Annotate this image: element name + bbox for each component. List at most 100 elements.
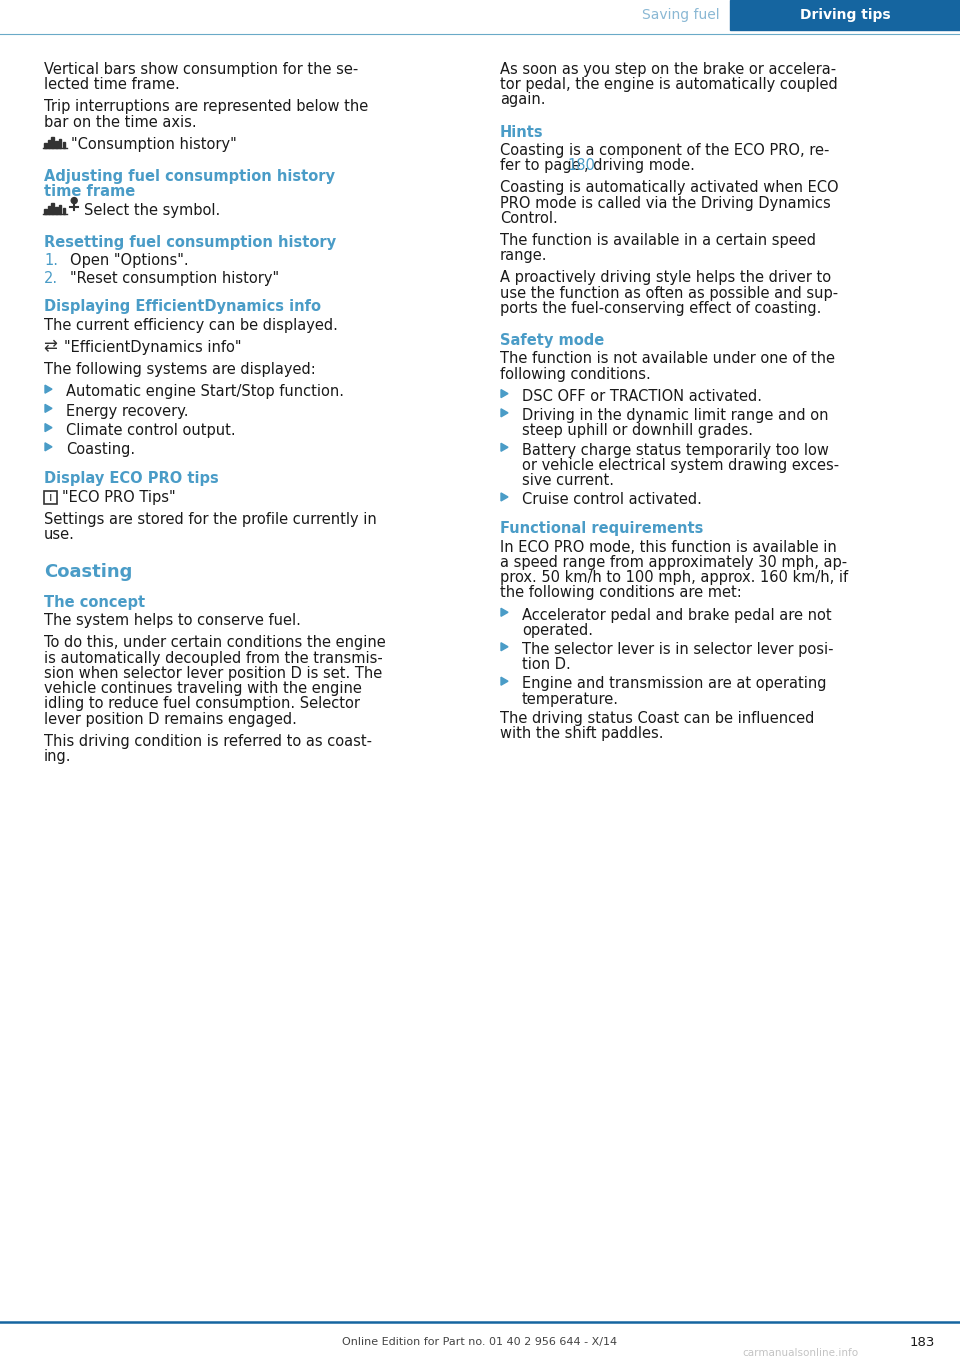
Text: sive current.: sive current. [522, 473, 614, 488]
Text: use.: use. [44, 527, 75, 542]
Polygon shape [45, 385, 52, 394]
Bar [59, 139, 61, 148]
Polygon shape [501, 677, 508, 685]
Text: is automatically decoupled from the transmis-: is automatically decoupled from the tran… [44, 651, 383, 666]
Polygon shape [45, 424, 52, 432]
Text: "EfficientDynamics info": "EfficientDynamics info" [64, 340, 242, 355]
Text: Cruise control activated.: Cruise control activated. [522, 492, 702, 507]
Polygon shape [501, 443, 508, 451]
Text: Climate control output.: Climate control output. [66, 422, 235, 437]
Text: Saving fuel: Saving fuel [642, 8, 720, 22]
Text: again.: again. [500, 93, 545, 108]
Text: Driving tips: Driving tips [800, 8, 890, 22]
Text: To do this, under certain conditions the engine: To do this, under certain conditions the… [44, 636, 386, 651]
Text: Energy recovery.: Energy recovery. [66, 403, 188, 418]
Text: Hints: Hints [500, 125, 543, 140]
Text: idling to reduce fuel consumption. Selector: idling to reduce fuel consumption. Selec… [44, 696, 360, 711]
Text: 1.: 1. [44, 253, 58, 268]
Text: prox. 50 km/h to 100 mph, approx. 160 km/h, if: prox. 50 km/h to 100 mph, approx. 160 km… [500, 571, 848, 586]
Polygon shape [501, 390, 508, 398]
Text: ing.: ing. [44, 749, 71, 764]
Text: Vertical bars show consumption for the se-: Vertical bars show consumption for the s… [44, 63, 358, 78]
Text: tion D.: tion D. [522, 658, 571, 673]
Text: In ECO PRO mode, this function is available in: In ECO PRO mode, this function is availa… [500, 539, 837, 554]
Text: Control.: Control. [500, 211, 558, 226]
Text: Coasting.: Coasting. [66, 443, 135, 458]
Circle shape [71, 197, 77, 203]
Bar [62, 142, 65, 148]
Bar [52, 203, 54, 214]
Text: Trip interruptions are represented below the: Trip interruptions are represented below… [44, 99, 369, 114]
Bar [52, 138, 54, 148]
Polygon shape [45, 405, 52, 413]
Text: DSC OFF or TRACTION activated.: DSC OFF or TRACTION activated. [522, 388, 762, 403]
Text: vehicle continues traveling with the engine: vehicle continues traveling with the eng… [44, 681, 362, 696]
Text: "Reset consumption history": "Reset consumption history" [70, 271, 279, 286]
Text: steep uphill or downhill grades.: steep uphill or downhill grades. [522, 424, 753, 439]
Text: Safety mode: Safety mode [500, 334, 604, 349]
Text: A proactively driving style helps the driver to: A proactively driving style helps the dr… [500, 271, 831, 286]
Text: carmanualsonline.info: carmanualsonline.info [742, 1348, 858, 1358]
Text: The concept: The concept [44, 595, 145, 610]
Bar [59, 204, 61, 214]
Text: a speed range from approximately 30 mph, ap-: a speed range from approximately 30 mph,… [500, 554, 847, 569]
Bar [48, 140, 50, 148]
Text: Accelerator pedal and brake pedal are not: Accelerator pedal and brake pedal are no… [522, 607, 831, 622]
Text: Select the symbol.: Select the symbol. [84, 203, 221, 218]
Bar [48, 206, 50, 214]
Text: "ECO PRO Tips": "ECO PRO Tips" [62, 489, 176, 504]
Text: sion when selector lever position D is set. The: sion when selector lever position D is s… [44, 666, 382, 681]
Text: the following conditions are met:: the following conditions are met: [500, 586, 742, 601]
Text: Coasting is automatically activated when ECO: Coasting is automatically activated when… [500, 180, 839, 195]
Text: Automatic engine Start/Stop function.: Automatic engine Start/Stop function. [66, 384, 344, 399]
Text: The selector lever is in selector lever posi-: The selector lever is in selector lever … [522, 642, 833, 656]
Text: Functional requirements: Functional requirements [500, 522, 704, 537]
Text: time frame: time frame [44, 184, 135, 199]
Text: Settings are stored for the profile currently in: Settings are stored for the profile curr… [44, 512, 376, 527]
Text: temperature.: temperature. [522, 692, 619, 707]
Text: The function is available in a certain speed: The function is available in a certain s… [500, 233, 816, 248]
Text: PRO mode is called via the Driving Dynamics: PRO mode is called via the Driving Dynam… [500, 196, 830, 211]
Bar [44, 143, 46, 148]
Text: Online Edition for Part no. 01 40 2 956 644 - X/14: Online Edition for Part no. 01 40 2 956 … [343, 1337, 617, 1347]
Text: lected time frame.: lected time frame. [44, 78, 180, 93]
Text: fer to page: fer to page [500, 158, 586, 173]
Text: Battery charge status temporarily too low: Battery charge status temporarily too lo… [522, 443, 828, 458]
Text: As soon as you step on the brake or accelera-: As soon as you step on the brake or acce… [500, 63, 836, 78]
Text: Coasting is a component of the ECO PRO, re-: Coasting is a component of the ECO PRO, … [500, 143, 829, 158]
Polygon shape [45, 443, 52, 451]
Text: range.: range. [500, 248, 547, 263]
Polygon shape [501, 493, 508, 501]
Text: operated.: operated. [522, 622, 593, 637]
Bar [55, 207, 58, 214]
Text: , driving mode.: , driving mode. [585, 158, 695, 173]
Text: Coasting: Coasting [44, 563, 132, 582]
Text: Display ECO PRO tips: Display ECO PRO tips [44, 471, 219, 486]
Text: ports the fuel-conserving effect of coasting.: ports the fuel-conserving effect of coas… [500, 301, 822, 316]
Text: or vehicle electrical system drawing exces-: or vehicle electrical system drawing exc… [522, 458, 839, 473]
Polygon shape [501, 409, 508, 417]
Text: Resetting fuel consumption history: Resetting fuel consumption history [44, 234, 336, 249]
Polygon shape [501, 609, 508, 616]
Text: Displaying EfficientDynamics info: Displaying EfficientDynamics info [44, 300, 321, 315]
Text: This driving condition is referred to as coast-: This driving condition is referred to as… [44, 734, 372, 749]
Bar [55, 140, 58, 148]
Text: Engine and transmission are at operating: Engine and transmission are at operating [522, 677, 827, 692]
Text: use the function as often as possible and sup-: use the function as often as possible an… [500, 286, 838, 301]
Text: i: i [49, 490, 52, 504]
Text: The system helps to conserve fuel.: The system helps to conserve fuel. [44, 613, 300, 628]
Bar [44, 490, 57, 504]
Text: following conditions.: following conditions. [500, 366, 651, 381]
Polygon shape [501, 643, 508, 651]
Bar [44, 208, 46, 214]
Text: Adjusting fuel consumption history: Adjusting fuel consumption history [44, 169, 335, 184]
Text: bar on the time axis.: bar on the time axis. [44, 114, 197, 129]
Text: The function is not available under one of the: The function is not available under one … [500, 351, 835, 366]
Text: "Consumption history": "Consumption history" [71, 138, 237, 153]
Text: Open "Options".: Open "Options". [70, 253, 188, 268]
Text: tor pedal, the engine is automatically coupled: tor pedal, the engine is automatically c… [500, 78, 838, 93]
Text: lever position D remains engaged.: lever position D remains engaged. [44, 711, 297, 726]
Bar [62, 207, 65, 214]
Text: Driving in the dynamic limit range and on: Driving in the dynamic limit range and o… [522, 409, 828, 424]
Text: The current efficiency can be displayed.: The current efficiency can be displayed. [44, 317, 338, 332]
